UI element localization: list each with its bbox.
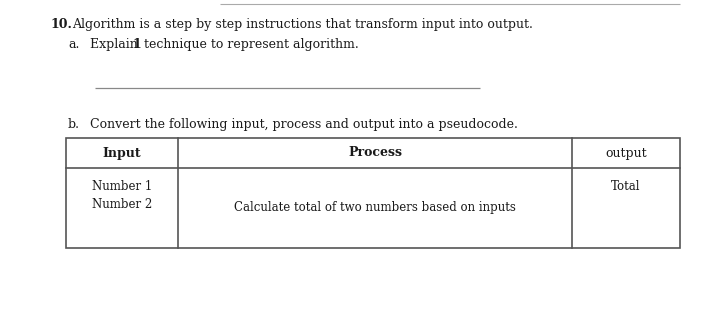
Text: technique to represent algorithm.: technique to represent algorithm. <box>140 38 359 51</box>
Text: Number 1: Number 1 <box>92 179 152 193</box>
Bar <box>66 138 680 248</box>
Text: Convert the following input, process and output into a pseudocode.: Convert the following input, process and… <box>90 118 518 131</box>
Text: Calculate total of two numbers based on inputs: Calculate total of two numbers based on … <box>234 201 516 215</box>
Text: Number 2: Number 2 <box>92 197 152 211</box>
Text: Process: Process <box>348 147 402 159</box>
Text: Total: Total <box>611 179 641 193</box>
Text: Input: Input <box>102 147 141 159</box>
Text: a.: a. <box>68 38 79 51</box>
Text: Explain: Explain <box>90 38 142 51</box>
Text: 1: 1 <box>133 38 142 51</box>
Text: b.: b. <box>68 118 80 131</box>
Text: 10.: 10. <box>50 18 72 31</box>
Text: output: output <box>605 147 647 159</box>
Text: Algorithm is a step by step instructions that transform input into output.: Algorithm is a step by step instructions… <box>72 18 533 31</box>
